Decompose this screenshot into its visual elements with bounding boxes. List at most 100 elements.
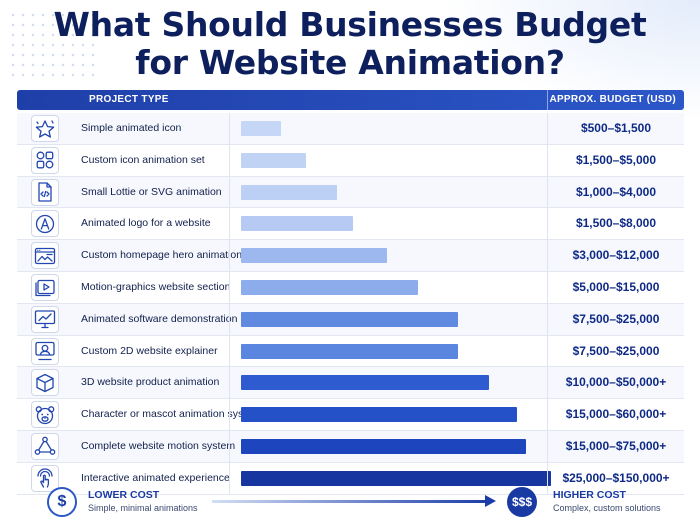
title-line-2: for Website Animation? <box>135 43 565 82</box>
column-divider <box>547 399 548 430</box>
column-divider <box>229 240 230 271</box>
cost-legend: $ LOWER COST Simple, minimal animations … <box>0 484 700 524</box>
project-type-label: 3D website product animation <box>81 376 220 389</box>
lower-cost-subtitle: Simple, minimal animations <box>88 503 198 513</box>
budget-value: $7,500–$25,000 <box>572 311 660 326</box>
column-divider <box>229 271 230 303</box>
project-type-label: Interactive animated experience <box>81 471 230 484</box>
budget-bar <box>241 438 526 454</box>
budget-bar <box>241 470 551 486</box>
column-divider <box>229 176 230 208</box>
budget-bar <box>241 121 281 136</box>
column-divider <box>229 335 230 367</box>
title-line-1: What Should Businesses Budget <box>53 5 647 44</box>
budget-bar <box>241 216 353 232</box>
column-divider <box>547 462 548 494</box>
table-row: Interactive animated experience $25,000–$… <box>17 462 684 495</box>
column-divider <box>229 399 230 430</box>
column-divider <box>229 113 230 144</box>
network-nodes-icon <box>31 432 59 460</box>
monitor-chart-icon <box>31 305 59 333</box>
budget-value: $7,500–$25,000 <box>572 343 660 358</box>
budget-value: $25,000–$150,000+ <box>562 470 670 485</box>
column-divider <box>229 462 230 494</box>
column-divider <box>547 144 548 176</box>
dollar-coin-icon: $ <box>47 487 77 517</box>
header-project-type: PROJECT TYPE <box>89 94 169 105</box>
budget-value: $5,000–$15,000 <box>572 279 660 294</box>
table-row: Simple animated icon $500–$1,500 <box>17 113 684 145</box>
project-type-label: Animated software demonstration <box>81 312 238 325</box>
budget-value: $15,000–$75,000+ <box>565 438 667 453</box>
column-divider <box>547 113 548 144</box>
budget-bar <box>241 248 387 264</box>
budget-bar <box>241 375 489 391</box>
icon-grid-icon <box>31 146 59 174</box>
budget-table: Simple animated icon $500–$1,500 Custom ic… <box>17 113 684 495</box>
budget-value: $10,000–$50,000+ <box>565 375 667 390</box>
project-type-label: Character or mascot animation system <box>81 408 261 421</box>
column-divider <box>547 176 548 208</box>
higher-cost-title: HIGHER COST <box>553 489 626 501</box>
browser-image-icon <box>31 242 59 270</box>
column-divider <box>229 430 230 462</box>
column-divider <box>229 303 230 335</box>
column-divider <box>547 367 548 399</box>
budget-bar <box>241 407 517 423</box>
star-icon <box>31 115 59 142</box>
table-row: Animated logo for a website $1,500–$8,000 <box>17 208 684 241</box>
cost-arrow <box>212 500 487 503</box>
presenter-icon <box>31 337 59 365</box>
project-type-label: Motion-graphics website section <box>81 280 231 293</box>
table-row: Character or mascot animation system $15,… <box>17 399 684 431</box>
project-type-label: Animated logo for a website <box>81 217 211 230</box>
project-type-label: Custom 2D website explainer <box>81 344 218 357</box>
dot-pattern-decoration <box>8 10 98 80</box>
table-header: PROJECT TYPE APPROX. BUDGET (USD) <box>17 90 684 110</box>
column-divider <box>547 240 548 271</box>
project-type-label: Simple animated icon <box>81 122 182 134</box>
budget-bar <box>241 279 418 295</box>
table-row: Custom icon animation set $1,500–$5,000 <box>17 144 684 177</box>
page-title: What Should Businesses Budget for Websit… <box>0 6 700 82</box>
budget-value: $1,000–$4,000 <box>575 184 657 199</box>
header-budget: APPROX. BUDGET (USD) <box>549 94 676 105</box>
budget-bar <box>241 311 458 327</box>
budget-bar <box>241 343 458 359</box>
project-type-label: Small Lottie or SVG animation <box>81 185 222 198</box>
logo-a-icon <box>31 210 59 238</box>
budget-value: $500–$1,500 <box>580 121 652 135</box>
higher-cost-subtitle: Complex, custom solutions <box>553 503 661 513</box>
arrow-right-icon <box>485 495 496 507</box>
bear-mascot-icon <box>31 401 59 429</box>
code-file-icon <box>31 178 59 206</box>
cube-icon <box>31 369 59 397</box>
column-divider <box>547 271 548 303</box>
video-play-icon <box>31 273 59 301</box>
project-type-label: Custom icon animation set <box>81 153 205 166</box>
table-row: Custom 2D website explainer $7,500–$25,00… <box>17 335 684 368</box>
table-row: Motion-graphics website section $5,000–$1… <box>17 271 684 304</box>
table-row: Complete website motion system $15,000–$7… <box>17 430 684 463</box>
column-divider <box>229 367 230 399</box>
column-divider <box>547 335 548 367</box>
project-type-label: Complete website motion system <box>81 439 236 452</box>
table-row: Custom homepage hero animation $3,000–$12… <box>17 240 684 272</box>
budget-bar <box>241 184 337 200</box>
column-divider <box>229 208 230 240</box>
triple-dollar-coin-icon: $$$ <box>507 487 537 517</box>
project-type-label: Custom homepage hero animation <box>81 249 243 262</box>
column-divider <box>547 430 548 462</box>
table-row: Small Lottie or SVG animation $1,000–$4,0… <box>17 176 684 209</box>
table-row: 3D website product animation $10,000–$50,… <box>17 367 684 400</box>
budget-value: $3,000–$12,000 <box>572 248 660 263</box>
touch-gesture-icon <box>31 464 59 492</box>
budget-value: $15,000–$60,000+ <box>565 407 667 422</box>
column-divider <box>547 208 548 240</box>
budget-value: $1,500–$5,000 <box>575 152 657 167</box>
column-divider <box>229 144 230 176</box>
budget-bar <box>241 152 306 168</box>
table-row: Animated software demonstration $7,500–$2… <box>17 303 684 336</box>
budget-value: $1,500–$8,000 <box>575 216 657 231</box>
header-divider <box>547 90 548 110</box>
